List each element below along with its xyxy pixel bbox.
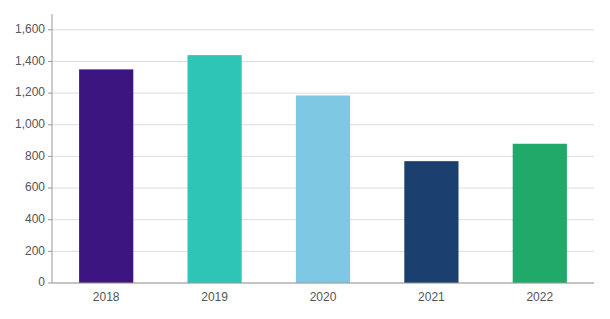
x-tick-label: 2020 — [310, 290, 337, 304]
bar — [296, 95, 350, 283]
bar — [188, 55, 242, 283]
tick-mark — [48, 283, 52, 284]
grid-line — [52, 29, 594, 30]
grid — [52, 30, 594, 283]
y-tick-label: 1,200 — [15, 85, 45, 99]
y-tick-label: 800 — [25, 149, 45, 163]
x-axis-line — [52, 283, 594, 284]
x-tick-label: 2021 — [418, 290, 445, 304]
tick-mark — [48, 188, 52, 189]
tick-mark — [48, 219, 52, 220]
y-tick-label: 0 — [38, 275, 45, 289]
chart: 02004006008001,0001,2001,4001,6002018201… — [0, 0, 610, 319]
y-axis: 0 200 400 600 800 1,000 1,200 1,400 1,600 — [15, 14, 52, 289]
bars — [79, 55, 567, 283]
bar — [404, 161, 458, 283]
tick-mark — [48, 251, 52, 252]
tick-mark — [48, 29, 52, 30]
grid-line — [52, 283, 594, 284]
y-tick-label: 1,600 — [15, 22, 45, 36]
bar — [79, 69, 133, 283]
tick-mark — [48, 124, 52, 125]
tick-mark — [48, 61, 52, 62]
bar — [513, 144, 567, 283]
y-tick-label: 400 — [25, 212, 45, 226]
x-tick-label: 2018 — [93, 290, 120, 304]
x-tick-label: 2019 — [201, 290, 228, 304]
tick-mark — [48, 156, 52, 157]
tick-mark — [48, 93, 52, 94]
grid-line — [52, 61, 594, 62]
y-tick-label: 200 — [25, 244, 45, 258]
y-tick-label: 600 — [25, 180, 45, 194]
y-axis-line — [52, 14, 53, 283]
y-tick-label: 1,000 — [15, 117, 45, 131]
y-tick-label: 1,400 — [15, 54, 45, 68]
x-axis: 2018 2019 2020 2021 2022 — [52, 283, 594, 304]
x-tick-label: 2022 — [526, 290, 553, 304]
